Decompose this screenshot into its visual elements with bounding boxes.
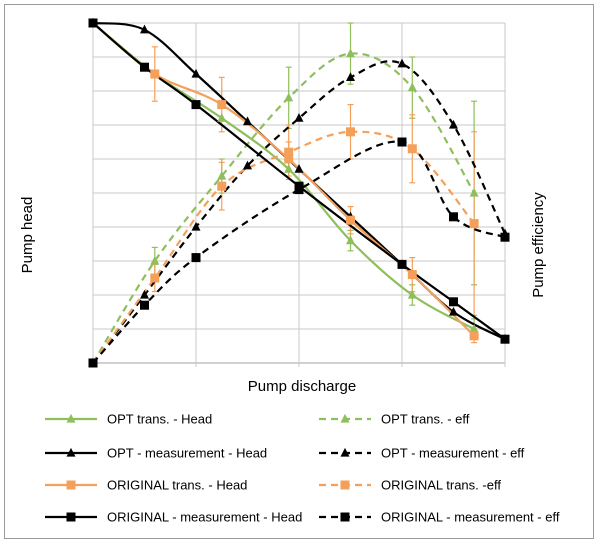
legend-item: OPT - measurement - Head — [45, 446, 267, 461]
legend-swatch-marker — [66, 480, 76, 490]
x-axis-label: Pump discharge — [248, 378, 356, 395]
data-point — [449, 212, 458, 222]
data-point — [88, 18, 98, 28]
data-point — [346, 235, 355, 245]
legend-swatch-marker — [340, 512, 350, 522]
data-point — [449, 306, 458, 316]
data-point — [88, 358, 98, 368]
data-point — [469, 187, 479, 197]
legend-item: ORIGINAL trans. - Head — [45, 478, 247, 493]
data-point — [469, 331, 479, 341]
legend-label: OPT trans. - Head — [107, 412, 212, 427]
data-point — [284, 92, 294, 102]
data-point — [469, 323, 479, 333]
data-point — [346, 48, 355, 58]
data-point — [217, 181, 227, 191]
legend-swatch-marker — [66, 447, 76, 457]
data-point — [140, 62, 149, 72]
data-point — [140, 289, 149, 299]
legend-item: OPT trans. - eff — [319, 412, 470, 427]
series-line — [92, 60, 506, 364]
data-point — [243, 160, 252, 170]
data-point — [191, 68, 201, 78]
data-point — [150, 255, 160, 265]
data-point — [284, 147, 294, 157]
data-point — [217, 100, 227, 110]
data-point — [191, 253, 201, 263]
series-line — [92, 22, 475, 337]
data-point — [284, 164, 294, 173]
data-point — [140, 24, 149, 34]
data-point — [397, 58, 407, 68]
legend-swatch-marker — [340, 447, 350, 457]
legend-item: ORIGINAL - measurement - eff — [319, 510, 560, 525]
data-point — [346, 72, 355, 81]
data-point — [191, 221, 201, 231]
data-point — [500, 334, 510, 344]
data-point — [397, 137, 407, 147]
legend-label: ORIGINAL - measurement - eff — [381, 510, 560, 525]
data-point — [449, 297, 458, 307]
data-point — [469, 219, 479, 229]
data-point — [191, 100, 201, 110]
legend-item: OPT - measurement - eff — [319, 446, 525, 461]
y-axis-label-left: Pump head — [19, 197, 36, 274]
data-point — [407, 144, 417, 154]
legend-label: OPT - measurement - Head — [107, 446, 267, 461]
data-point — [407, 270, 417, 280]
data-point — [346, 215, 355, 225]
chart-frame: Pump discharge Pump head Pump efficiency… — [4, 4, 594, 539]
data-point — [284, 154, 294, 164]
legend-label: ORIGINAL trans. -eff — [381, 478, 501, 493]
legend-item: ORIGINAL trans. -eff — [319, 478, 501, 493]
legend-item: OPT trans. - Head — [45, 412, 212, 427]
legend-swatch-marker — [66, 413, 76, 423]
legend: OPT trans. - Head OPT trans. - eff OPT - m… — [45, 412, 560, 525]
series-line — [92, 130, 475, 364]
data-point — [294, 164, 304, 173]
data-point — [217, 170, 227, 180]
data-point — [150, 273, 160, 283]
legend-label: OPT trans. - eff — [381, 412, 470, 427]
legend-swatch-marker — [340, 480, 350, 490]
data-point — [397, 259, 407, 269]
data-point — [500, 232, 510, 242]
series-line — [92, 52, 476, 364]
legend-label: ORIGINAL trans. - Head — [107, 478, 247, 493]
legend-swatch-marker — [66, 512, 76, 522]
data-point — [294, 185, 304, 195]
data-point — [140, 300, 149, 310]
pump-performance-chart: Pump discharge Pump head Pump efficiency… — [19, 17, 560, 525]
data-point — [407, 82, 417, 92]
data-point — [243, 116, 252, 126]
data-point — [217, 113, 227, 122]
series-markers — [88, 17, 510, 368]
legend-item: ORIGINAL - measurement - Head — [45, 510, 302, 525]
data-point — [294, 113, 304, 122]
data-point — [346, 127, 355, 137]
legend-label: ORIGINAL - measurement - Head — [107, 510, 302, 525]
data-point — [449, 119, 458, 129]
y-axis-label-right: Pump efficiency — [530, 192, 547, 298]
data-point — [407, 289, 417, 299]
legend-label: OPT - measurement - eff — [381, 446, 525, 461]
data-point — [150, 69, 160, 79]
legend-swatch-marker — [340, 413, 350, 423]
